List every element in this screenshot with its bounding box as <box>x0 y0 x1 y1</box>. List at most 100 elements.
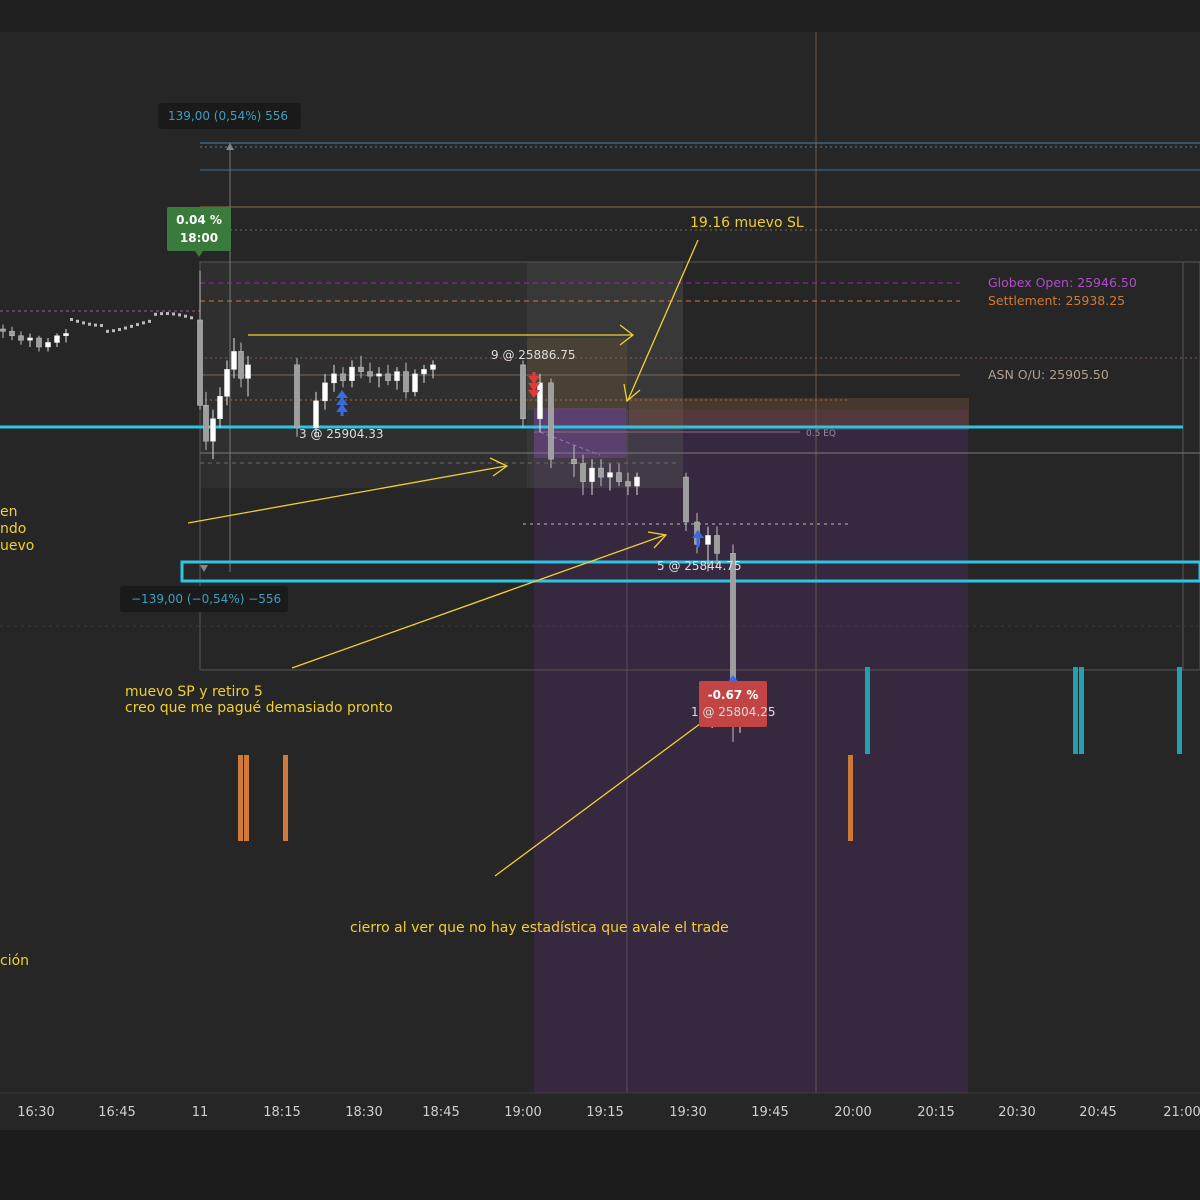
eq-label: 0.5 EQ <box>806 429 836 439</box>
globex-open-label: Globex Open: 25946.50 <box>988 275 1137 290</box>
candle <box>210 409 216 460</box>
candle-body <box>238 351 244 379</box>
candle-body <box>430 364 436 370</box>
measure-down-tag <box>120 586 288 612</box>
candle <box>430 360 436 379</box>
x-tick-label: 16:30 <box>17 1105 54 1120</box>
candle-body <box>403 371 409 393</box>
fill-label: 9 @ 25886.75 <box>491 348 576 362</box>
candle <box>358 355 364 379</box>
candle-body <box>340 373 346 381</box>
candle <box>245 355 251 397</box>
price-dot <box>124 326 127 330</box>
bottom-bar <box>0 1130 1200 1200</box>
session-badge-pct: 0.04 % <box>176 213 222 227</box>
candle-body <box>537 382 543 420</box>
candle <box>349 360 355 388</box>
indicator-bar <box>848 755 853 841</box>
price-dot <box>178 313 181 317</box>
prev-session-price-dots <box>70 312 193 333</box>
annotation-text: uevo <box>0 538 34 554</box>
candle <box>580 454 586 496</box>
sell-marker-icon <box>528 372 540 398</box>
price-dot <box>136 323 139 327</box>
candle <box>571 445 577 478</box>
measure-down-arrow-icon <box>200 565 208 572</box>
candle <box>598 459 604 487</box>
price-dot <box>148 319 151 323</box>
candle-body <box>625 481 631 487</box>
settlement-label: Settlement: 25938.25 <box>988 293 1125 308</box>
candle <box>548 378 554 469</box>
candle-body <box>548 382 554 460</box>
candle-body <box>210 418 216 442</box>
annotation-arrowhead-icon <box>647 531 668 549</box>
price-dot <box>160 312 163 316</box>
price-dot <box>166 312 169 316</box>
annotation-arrowhead-icon <box>619 324 635 346</box>
annotation-arrowhead-icon <box>489 457 509 477</box>
annotation-text: 19.16 muevo SL <box>690 215 804 231</box>
candle <box>394 367 400 390</box>
x-tick-label: 21:00 <box>1163 1105 1200 1120</box>
candle <box>520 360 526 428</box>
measure-frame <box>199 261 1200 671</box>
indicator-bar <box>238 755 243 841</box>
candle-body <box>224 369 230 397</box>
fill-label: 3 @ 25904.33 <box>299 427 384 441</box>
cyan-level-box <box>180 560 1200 583</box>
candle <box>403 362 409 399</box>
candle <box>367 362 373 383</box>
candle-body <box>63 333 69 337</box>
close-badge-pct: -0.67 % <box>708 688 759 702</box>
candle-body <box>349 366 355 381</box>
candle <box>376 367 382 388</box>
annotation-arrowhead-icon <box>623 383 641 403</box>
candle-body <box>376 373 382 377</box>
candle <box>54 333 60 347</box>
candle <box>625 472 631 496</box>
candle-body <box>245 364 251 379</box>
annotation-text: muevo SP y retiro 5 <box>125 684 263 700</box>
candle-body <box>598 467 604 478</box>
candle-body <box>18 335 24 341</box>
x-axis-ticks: 16:30 16:45 11 18:15 18:30 18:45 19:00 19:15 19:… <box>17 1105 1200 1120</box>
candle <box>705 526 711 572</box>
candle-body <box>231 351 237 370</box>
candle-body <box>385 373 391 381</box>
indicator-bar <box>283 755 288 841</box>
price-dot <box>190 316 193 320</box>
x-tick-label: 11 <box>192 1105 209 1120</box>
price-dot <box>142 321 145 325</box>
candle-body <box>0 328 6 332</box>
candle <box>197 270 203 410</box>
indicator-bar <box>1177 667 1182 754</box>
x-tick-label: 19:45 <box>751 1105 788 1120</box>
annotation-text: creo que me pagué demasiado pronto <box>125 700 393 716</box>
candle <box>616 463 622 487</box>
candle-body <box>520 364 526 420</box>
candle <box>421 364 427 383</box>
candle <box>683 472 689 531</box>
candle <box>322 373 328 410</box>
price-dot <box>100 323 103 327</box>
price-dot <box>172 312 175 316</box>
candle <box>238 342 244 388</box>
candle-body <box>36 337 42 348</box>
candle-body <box>580 463 586 482</box>
indicator-bar <box>1073 667 1078 754</box>
candle <box>0 324 6 338</box>
indicator-bar <box>1079 667 1084 754</box>
buy-marker-icon <box>692 530 704 547</box>
price-dot <box>154 312 157 316</box>
price-dot <box>94 323 97 327</box>
candle <box>294 358 300 437</box>
candle-body <box>571 458 577 464</box>
candle <box>18 331 24 345</box>
annotation-arrow <box>627 239 699 401</box>
price-dot <box>130 324 133 328</box>
price-dot <box>112 329 115 333</box>
price-dot <box>184 314 187 318</box>
price-dot <box>118 328 121 332</box>
